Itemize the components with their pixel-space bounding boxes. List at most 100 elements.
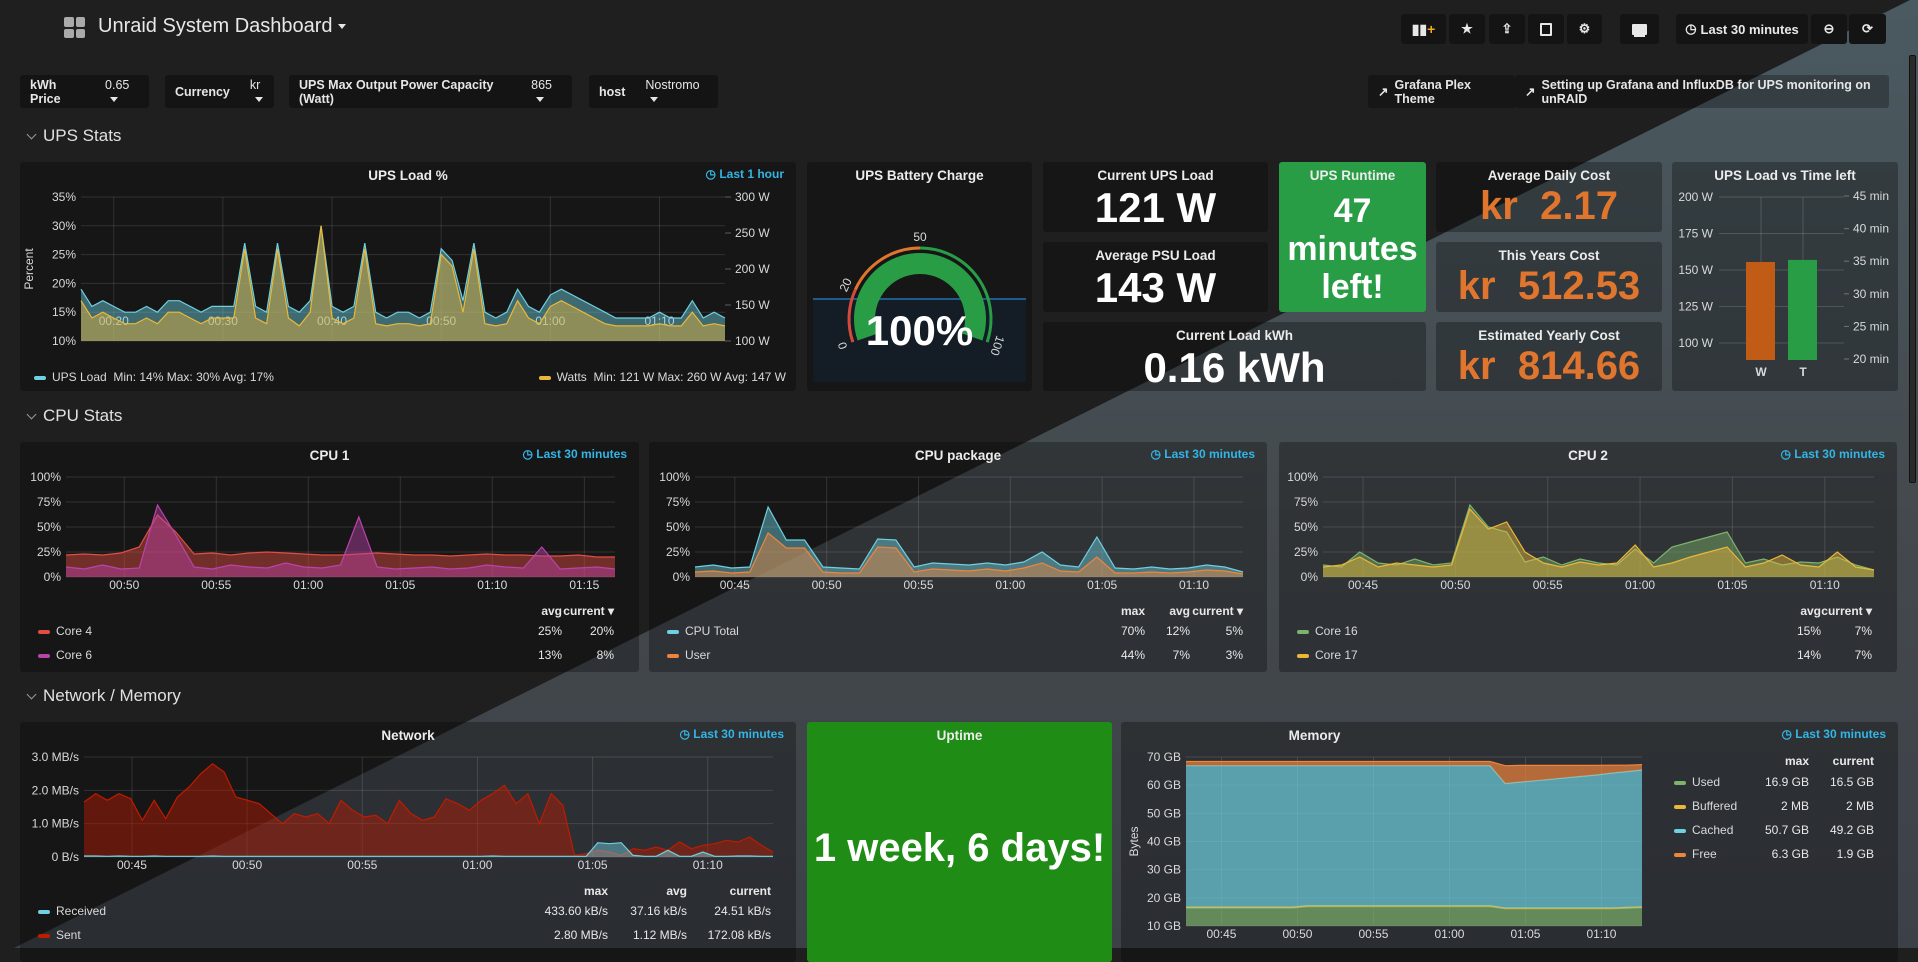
panel-network[interactable]: Network ◷ Last 30 minutes 0 B/s 1.0 MB/s 2… (20, 722, 796, 962)
legend-label: Received (56, 904, 107, 918)
settings-button[interactable]: ⚙ (1567, 14, 1602, 44)
bar-W[interactable] (1746, 261, 1775, 360)
legend-value: 15% (1796, 624, 1821, 638)
grid-icon[interactable] (64, 17, 85, 38)
series-line-core-17[interactable] (1322, 507, 1875, 571)
legend-column-header-current[interactable]: current (1832, 754, 1874, 768)
legend-column-header-avg[interactable]: avg (541, 604, 562, 618)
panel-uptime[interactable]: Uptime 1 week, 6 days! (807, 722, 1112, 962)
series-area-ups-load (81, 225, 725, 341)
series-line-core-4[interactable] (65, 514, 615, 558)
row-header-cpu-stats[interactable]: CPU Stats (26, 406, 122, 426)
legend-item[interactable]: Received (38, 904, 106, 918)
series-line-user[interactable] (694, 532, 1244, 575)
variable-ups-max-capacity[interactable]: UPS Max Output Power Capacity (Watt) 865 (289, 75, 572, 108)
legend-item[interactable]: Sent (38, 928, 81, 942)
legend-item[interactable]: Core 17 (1297, 648, 1358, 662)
variable-value[interactable]: 865 (531, 78, 562, 106)
legend-item[interactable]: Free (1674, 847, 1717, 861)
panel-title: This Years Cost (1498, 248, 1600, 263)
row-header-ups-stats[interactable]: UPS Stats (26, 126, 122, 146)
link-grafana-plex-theme[interactable]: ↗ Grafana Plex Theme (1368, 75, 1515, 108)
series-line-sent[interactable] (83, 762, 774, 856)
share-button[interactable]: ⇪ (1489, 14, 1525, 44)
save-button[interactable] (1528, 14, 1564, 44)
series-area-core-4 (66, 515, 615, 577)
legend-value: 7% (1854, 624, 1872, 638)
time-override: ◷ Last 1 hour (705, 167, 785, 181)
panel-average-daily-cost[interactable]: Average Daily Cost kr 2.17 (1436, 162, 1662, 232)
panel-current-ups-load[interactable]: Current UPS Load 121 W (1043, 162, 1268, 232)
series-line-core-6[interactable] (65, 503, 616, 570)
time-range-picker[interactable]: ◷ Last 30 minutes (1676, 14, 1808, 44)
legend-item[interactable]: Core 4 (38, 624, 92, 638)
legend-column-header-current[interactable]: current ▾ (563, 604, 614, 618)
legend-item[interactable]: User (667, 648, 710, 662)
panel-cpu-package[interactable]: CPU package ◷ Last 30 minutes 0% 25% 50% 75… (649, 442, 1267, 672)
series-line-cpu-total[interactable] (694, 505, 1244, 573)
panel-ups-load-vs-time-left[interactable]: UPS Load vs Time left 100 W 125 W 150 W 175… (1672, 162, 1898, 391)
panel-ups-battery-charge[interactable]: UPS Battery Charge 0 20 50 100 100% (807, 162, 1032, 391)
legend-column-header-max[interactable]: max (583, 884, 608, 898)
panel-cpu-1[interactable]: CPU 1 ◷ Last 30 minutes 0% 25% 50% 75% 100% 0… (20, 442, 639, 672)
refresh-button[interactable]: ⟳ (1849, 14, 1886, 44)
y2-tick-label: 200 W (735, 262, 770, 276)
series-line-core-16[interactable] (1322, 503, 1875, 571)
variable-kwh-price[interactable]: kWh Price 0.65 (20, 75, 149, 108)
legend-column-header-avg[interactable]: avg (1169, 604, 1190, 618)
panel-average-psu-load[interactable]: Average PSU Load 143 W (1043, 242, 1268, 312)
link-setting-up-grafana[interactable]: ↗ Setting up Grafana and InfluxDB for UPS… (1515, 75, 1889, 108)
legend-item[interactable]: Core 6 (38, 648, 92, 662)
dashboard-title[interactable]: Unraid System Dashboard (98, 15, 346, 38)
legend-item[interactable]: Buffered (1674, 799, 1737, 813)
panel-ups-runtime[interactable]: UPS Runtime 47 minutes left! (1279, 162, 1426, 312)
panel-memory[interactable]: Memory ◷ Last 30 minutes 10 GB 20 GB 30 GB… (1121, 722, 1898, 962)
legend-column-header-max[interactable]: max (1120, 604, 1145, 618)
y-tick-label: 1.0 MB/s (32, 817, 79, 831)
panel-current-load-kwh[interactable]: Current Load kWh 0.16 kWh (1043, 322, 1426, 391)
panel-title: UPS Battery Charge (855, 168, 984, 183)
legend-column-header-current[interactable]: current ▾ (1192, 604, 1243, 618)
legend-column-header-current[interactable]: current ▾ (1821, 604, 1872, 618)
star-button[interactable]: ★ (1449, 14, 1485, 44)
row-header-network-memory[interactable]: Network / Memory (26, 686, 181, 706)
legend-item[interactable]: Core 16 (1297, 624, 1358, 638)
variable-value[interactable]: Nostromo (645, 78, 708, 106)
row-title: UPS Stats (43, 126, 122, 145)
panel-ups-load[interactable]: UPS Load % ◷ Last 1 hour 10% 15% 20% 25% 30%… (20, 162, 796, 391)
variable-host[interactable]: host Nostromo (589, 75, 718, 108)
legend-column-header-max[interactable]: max (1784, 754, 1809, 768)
legend-item[interactable]: Cached (1674, 823, 1733, 837)
add-panel-button[interactable]: ▮▮+ (1401, 14, 1446, 44)
x-tick-label: 00:50 (232, 858, 262, 872)
bar-T[interactable] (1788, 259, 1817, 360)
series-line-watts[interactable] (80, 225, 726, 327)
zoom-out-button[interactable]: ⊖ (1811, 14, 1847, 44)
legend-column-header-avg[interactable]: avg (1800, 604, 1821, 618)
tv-mode-button[interactable] (1620, 14, 1659, 44)
legend-swatch (538, 375, 551, 380)
x-tick-label: 01:00 (1434, 927, 1464, 941)
y2-tick-label: 100 W (735, 334, 770, 348)
legend-item-watts[interactable]: Watts Min: 121 W Max: 260 W Avg: 147 W (538, 370, 786, 384)
variable-value[interactable]: 0.65 (105, 78, 139, 106)
share-icon: ⇪ (1501, 21, 1513, 36)
scrollbar[interactable] (1909, 55, 1916, 483)
series-line-free[interactable] (1186, 760, 1643, 767)
series-line-received[interactable] (84, 842, 773, 857)
x-tick-label: 01:05 (385, 578, 415, 592)
series-line-ups-load[interactable] (80, 225, 726, 319)
variable-value[interactable]: kr (250, 78, 264, 106)
panel-cpu-2[interactable]: CPU 2 ◷ Last 30 minutes 0% 25% 50% 75% 100% 0… (1279, 442, 1897, 672)
variable-currency[interactable]: Currency kr (165, 75, 274, 108)
legend-item[interactable]: Used (1674, 775, 1720, 789)
legend-column-header-current[interactable]: current (729, 884, 771, 898)
legend-item-ups-load[interactable]: UPS Load Min: 14% Max: 30% Avg: 17% (34, 370, 274, 384)
y-tick-label: 0 B/s (52, 850, 79, 864)
x-tick-label: 01:00 (1625, 578, 1655, 592)
panel-this-years-cost[interactable]: This Years Cost kr 512.53 (1436, 242, 1662, 312)
y-tick-label: 100% (30, 470, 61, 484)
legend-column-header-avg[interactable]: avg (666, 884, 687, 898)
panel-estimated-yearly-cost[interactable]: Estimated Yearly Cost kr 814.66 (1436, 322, 1662, 391)
legend-item[interactable]: CPU Total (667, 624, 739, 638)
